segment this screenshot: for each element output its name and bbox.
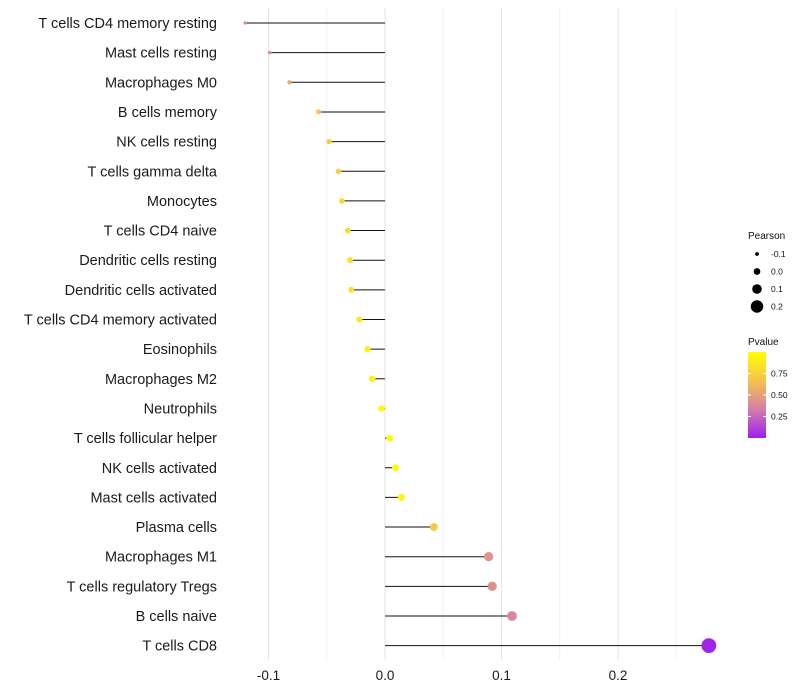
category-label: NK cells activated	[102, 461, 217, 477]
category-label: Monocytes	[147, 194, 217, 210]
data-point	[348, 286, 355, 293]
category-label: T cells CD8	[142, 639, 217, 655]
size-legend-dot	[750, 300, 764, 313]
category-labels: T cells CD4 memory resting Mast cells res…	[24, 16, 218, 655]
x-tick-label: 0.2	[609, 668, 628, 683]
size-legend-dot	[753, 268, 761, 275]
x-tick-label: -0.1	[257, 668, 280, 683]
category-label: Neutrophils	[144, 401, 217, 417]
lollipop-points	[243, 21, 717, 654]
color-legend-label: 0.75	[771, 369, 788, 379]
data-point	[356, 316, 363, 323]
pvalue-color-legend: Pvalue 0.75 0.50 0.25	[748, 337, 788, 438]
category-label: Mast cells activated	[90, 490, 217, 506]
grid-lines	[268, 8, 677, 660]
lollipop-stems	[245, 22, 709, 647]
pearson-legend-title: Pearson	[748, 231, 785, 242]
size-legend-label: 0.2	[771, 302, 783, 312]
data-point	[386, 434, 394, 442]
size-legend-label: 0.1	[771, 284, 783, 294]
data-point	[392, 464, 399, 472]
category-label: T cells CD4 naive	[104, 224, 217, 240]
category-label: Macrophages M0	[105, 75, 217, 91]
data-point	[378, 405, 385, 412]
size-legend-dot	[752, 284, 762, 294]
data-point	[335, 168, 342, 175]
data-point	[397, 493, 405, 501]
data-point	[487, 581, 497, 592]
category-label: Plasma cells	[136, 520, 217, 536]
data-point	[287, 80, 292, 85]
category-label: T cells CD4 memory resting	[38, 16, 217, 32]
data-point	[243, 21, 247, 25]
data-point	[344, 227, 351, 234]
category-label: Eosinophils	[143, 342, 217, 358]
data-point	[507, 611, 517, 621]
category-label: Dendritic cells resting	[79, 253, 217, 269]
category-label: B cells memory	[118, 105, 218, 121]
data-point	[368, 375, 376, 382]
category-label: Macrophages M2	[105, 372, 217, 388]
data-point	[364, 346, 371, 353]
data-point	[326, 138, 332, 145]
size-legend-dot	[755, 252, 759, 256]
data-point	[484, 552, 494, 562]
category-label: B cells naive	[136, 609, 217, 625]
data-point	[316, 109, 322, 115]
pearson-size-legend: Pearson -0.1 0.0 0.1 0.2	[748, 231, 786, 313]
data-point	[429, 523, 438, 532]
pvalue-colorbar	[748, 352, 766, 438]
data-point	[339, 198, 345, 204]
data-point	[347, 257, 353, 264]
category-label: T cells regulatory Tregs	[67, 579, 217, 595]
size-legend-label: -0.1	[771, 249, 786, 259]
category-label: T cells CD4 memory activated	[24, 313, 217, 329]
x-axis-ticks: -0.1 0.0 0.1 0.2	[257, 668, 628, 683]
category-label: T cells gamma delta	[88, 164, 218, 180]
category-label: Mast cells resting	[105, 46, 217, 62]
color-legend-label: 0.50	[771, 390, 788, 400]
x-tick-label: 0.0	[376, 668, 395, 683]
pvalue-legend-title: Pvalue	[748, 337, 779, 348]
color-legend-label: 0.25	[771, 412, 788, 422]
category-label: Dendritic cells activated	[65, 283, 217, 299]
category-label: Macrophages M1	[105, 550, 217, 566]
category-label: NK cells resting	[116, 135, 217, 151]
x-tick-label: 0.1	[492, 668, 511, 683]
size-legend-label: 0.0	[771, 267, 783, 277]
data-point	[267, 50, 272, 55]
category-label: T cells follicular helper	[74, 431, 217, 447]
data-point	[701, 638, 717, 654]
